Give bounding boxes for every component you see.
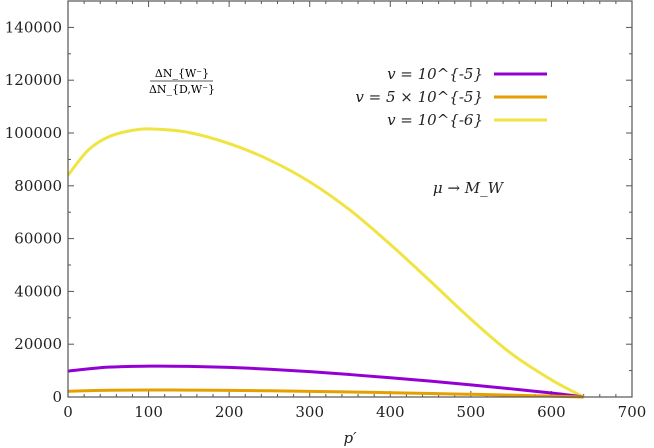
y-tick-label: 80000 (14, 177, 62, 195)
series-line-2 (66, 127, 585, 399)
x-tick-label: 300 (295, 403, 324, 421)
series-line-1 (67, 388, 584, 399)
y-tick-label: 140000 (5, 18, 62, 36)
y-tick-label: 40000 (14, 282, 62, 300)
y-tick-label: 20000 (14, 335, 62, 353)
legend: v = 10^{-5} v = 5 × 10^{-5} v = 10^{-6} (355, 65, 547, 129)
y-label-numerator: ΔN_{W⁻} (155, 67, 209, 80)
y-tick-label: 120000 (5, 71, 62, 89)
x-axis-label: p′ (343, 429, 357, 447)
x-tick-label: 600 (537, 403, 566, 421)
x-tick-label: 400 (376, 403, 405, 421)
y-axis-label-fraction: ΔN_{W⁻} ΔN_{D,W⁻} (149, 67, 215, 96)
x-tick-label: 700 (618, 403, 647, 421)
x-tick-label: 100 (134, 403, 163, 421)
y-label-denominator: ΔN_{D,W⁻} (149, 83, 215, 96)
legend-label: v = 5 × 10^{-5} (355, 88, 483, 106)
plot-frame (67, 0, 633, 398)
y-tick-label: 100000 (5, 124, 62, 142)
y-tick-label: 0 (52, 388, 62, 406)
x-tick-label: 200 (215, 403, 244, 421)
series-line-0 (67, 364, 584, 399)
annotation: μ → M_W (433, 179, 505, 197)
legend-label: v = 10^{-5} (387, 65, 483, 83)
y-tick-label: 60000 (14, 230, 62, 248)
x-tick-label: 0 (63, 403, 73, 421)
legend-label: v = 10^{-6} (387, 111, 483, 129)
x-tick-label: 500 (457, 403, 486, 421)
